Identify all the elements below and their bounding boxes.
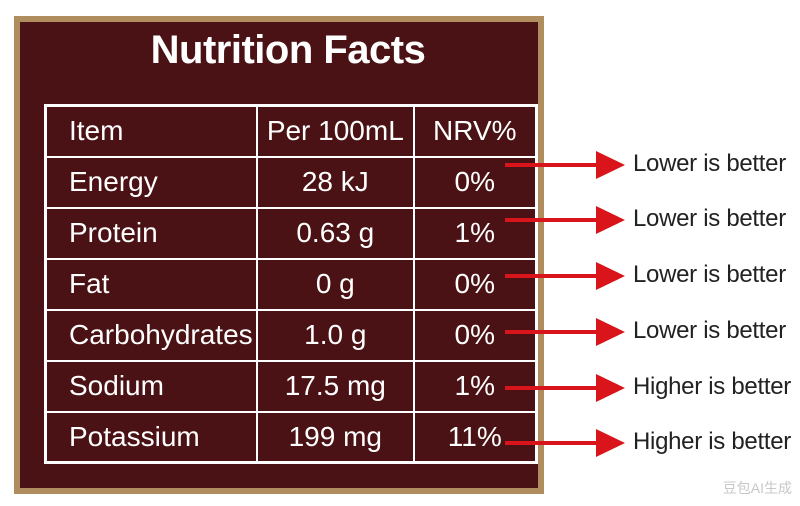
row-per: 1.0 g — [256, 308, 415, 362]
table-row: Fat 0 g 0% — [44, 257, 538, 311]
annotation-carbohydrates: Lower is better — [500, 312, 800, 352]
header-per: Per 100mL — [256, 104, 415, 158]
annotation-fat: Lower is better — [500, 256, 800, 296]
annotation-label: Higher is better — [633, 373, 791, 400]
annotation-label: Lower is better — [633, 150, 786, 177]
header-nrv: NRV% — [412, 104, 538, 158]
table-row: Carbohydrates 1.0 g 0% — [44, 308, 538, 362]
arrow-right-icon — [505, 429, 625, 457]
annotation-potassium: Higher is better — [500, 423, 800, 463]
table-row: Potassium 199 mg 11% — [44, 410, 538, 464]
nutrition-panel: Nutrition Facts Item Per 100mL NRV% Ener… — [20, 22, 538, 488]
row-item: Energy — [44, 155, 259, 209]
annotation-label: Lower is better — [633, 205, 786, 232]
annotation-label: Lower is better — [633, 317, 786, 344]
row-item: Carbohydrates — [44, 308, 259, 362]
row-per: 28 kJ — [256, 155, 415, 209]
table-header-row: Item Per 100mL NRV% — [44, 104, 538, 158]
row-item: Fat — [44, 257, 259, 311]
table-row: Sodium 17.5 mg 1% — [44, 359, 538, 413]
row-item: Sodium — [44, 359, 259, 413]
row-nrv: 0% — [412, 308, 538, 362]
arrow-right-icon — [505, 151, 625, 179]
annotation-label: Lower is better — [633, 261, 786, 288]
annotation-sodium: Higher is better — [500, 368, 800, 408]
row-per: 0 g — [256, 257, 415, 311]
row-nrv: 11% — [412, 410, 538, 464]
table-row: Energy 28 kJ 0% — [44, 155, 538, 209]
panel-title: Nutrition Facts — [150, 28, 426, 72]
arrow-right-icon — [505, 206, 625, 234]
row-item: Potassium — [44, 410, 259, 464]
annotation-label: Higher is better — [633, 428, 791, 455]
row-nrv: 1% — [412, 206, 538, 260]
watermark: 豆包AI生成 — [722, 480, 792, 496]
arrow-right-icon — [505, 262, 625, 290]
table-row: Protein 0.63 g 1% — [44, 206, 538, 260]
row-item: Protein — [44, 206, 259, 260]
header-item: Item — [44, 104, 259, 158]
annotation-energy: Lower is better — [500, 145, 800, 185]
annotation-protein: Lower is better — [500, 200, 800, 240]
arrow-right-icon — [505, 374, 625, 402]
arrow-right-icon — [505, 318, 625, 346]
row-per: 0.63 g — [256, 206, 415, 260]
nutrition-table: Item Per 100mL NRV% Energy 28 kJ 0% Prot… — [44, 104, 538, 464]
row-nrv: 0% — [412, 257, 538, 311]
row-per: 199 mg — [256, 410, 415, 464]
row-per: 17.5 mg — [256, 359, 415, 413]
